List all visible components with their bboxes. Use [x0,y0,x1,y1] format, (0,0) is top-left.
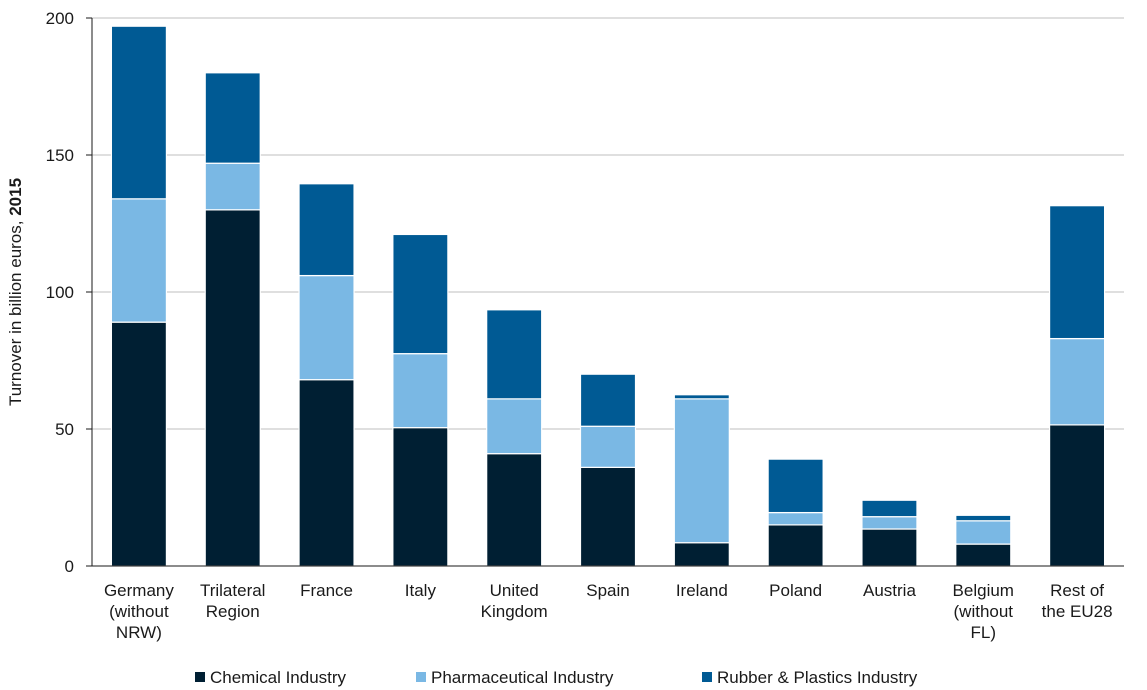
bar-segment [204,209,261,567]
bar-segment [110,198,168,323]
bar-stack [110,25,168,567]
bar-stack [673,394,730,567]
y-tick-label: 200 [46,9,74,28]
bar-segment [298,183,355,277]
bar-stack [767,458,824,567]
bar-segment [673,542,730,567]
bar-segment [204,162,261,211]
legend-label: Rubber & Plastics Industry [717,668,918,687]
y-tick-labels: 0 50 100 150 200 [46,9,74,576]
bar-segment [767,458,824,514]
x-category-label: Italy [405,581,437,600]
bar-segment [1048,424,1106,567]
y-axis-label-prefix: Turnover in billion euros, [6,216,25,406]
y-tick-label: 0 [65,557,74,576]
bars [110,25,1106,567]
bar-stack [579,373,637,567]
bar-segment [486,398,543,455]
bar-stack [955,514,1012,567]
y-tick-label: 50 [55,420,74,439]
legend-label: Chemical Industry [210,668,347,687]
x-category-label: Germany (without NRW) [104,581,174,642]
bar-stack [392,233,449,567]
bar-segment [767,524,824,567]
bar-segment [486,453,543,567]
y-axis-label: Turnover in billion euros, 2015 [6,178,25,406]
y-tick-label: 150 [46,146,74,165]
x-category-label: Austria [863,581,916,600]
bar-segment [861,516,918,530]
legend-swatch [702,672,712,682]
bar-segment [1048,337,1106,426]
bar-segment [955,520,1012,545]
legend: Chemical Industry Pharmaceutical Industry… [195,668,918,687]
bar-segment [298,274,355,381]
legend-swatch [416,672,426,682]
bar-stack [486,309,543,567]
bar-segment [579,466,637,567]
bar-segment [673,398,730,544]
legend-item: Chemical Industry [195,668,347,687]
bar-segment [579,425,637,468]
bar-segment [955,514,1012,522]
y-tick-label: 100 [46,283,74,302]
bar-segment [767,511,824,526]
x-category-label: Poland [769,581,822,600]
bar-segment [1048,205,1106,340]
bar-stack [1048,205,1106,567]
bar-stack [861,499,918,567]
x-category-label: Ireland [676,581,728,600]
bar-segment [673,394,730,400]
y-axis-label-year: 2015 [6,178,25,216]
legend-item: Rubber & Plastics Industry [702,668,918,687]
x-category-label: Trilateral Region [200,581,266,621]
legend-swatch [195,672,205,682]
bar-segment [861,499,918,518]
x-category-label: Spain [586,581,629,600]
bar-segment [861,528,918,567]
x-category-label: United Kingdom [481,581,548,621]
x-category-label: France [300,581,353,600]
bar-segment [110,25,168,200]
x-category-labels: Germany (without NRW) Trilateral Region Franc… [104,581,1113,642]
bar-stack [204,72,261,567]
bar-segment [955,543,1012,567]
bar-segment [579,373,637,427]
bar-segment [392,233,449,355]
legend-item: Pharmaceutical Industry [416,668,614,687]
x-category-label: Rest of the EU28 [1042,581,1113,621]
legend-label: Pharmaceutical Industry [431,668,614,687]
bar-segment [392,427,449,567]
x-category-label: Belgium (without FL) [953,581,1014,642]
bar-stack [298,183,355,567]
bar-segment [204,72,261,164]
axes [86,17,1124,567]
bar-segment [298,379,355,567]
bar-segment [392,353,449,429]
bar-segment [486,309,543,400]
bar-segment [110,321,168,567]
